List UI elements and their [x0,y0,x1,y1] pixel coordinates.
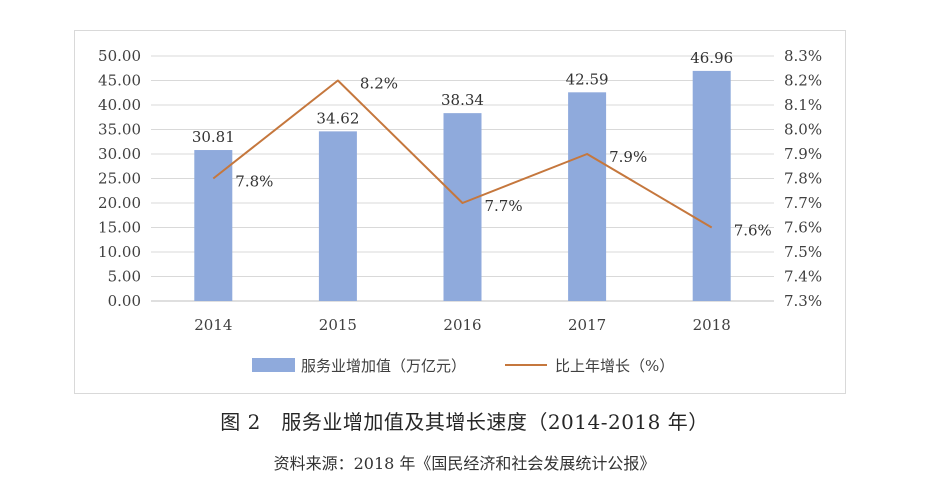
x-tick-label: 2015 [319,316,357,334]
x-tick-label: 2016 [443,316,481,334]
y-left-tick-label: 45.00 [98,72,141,90]
bar-data-label: 46.96 [690,49,733,67]
bar [568,92,607,302]
y-right-tick-label: 8.2% [784,72,822,90]
y-left-tick-label: 5.00 [108,268,141,286]
y-left-tick-label: 10.00 [98,243,141,261]
y-left-tick-label: 0.00 [108,292,141,310]
y-right-tick-label: 7.5% [784,243,822,261]
chart-frame: 0.00 5.00 10.00 15.00 20.00 25.00 30.00 35.00 40… [74,30,846,394]
y-right-tick-label: 7.9% [784,145,822,163]
y-right-tick-label: 7.4% [784,268,822,286]
line-data-label: 7.6% [734,222,772,240]
x-tick-label: 2014 [194,316,232,334]
legend-label-line: 比上年增长（%） [555,357,674,375]
y-right-tick-label: 7.3% [784,292,822,310]
bar-data-label: 42.59 [566,70,609,88]
bar [443,113,482,301]
y-left-tick-label: 50.00 [98,47,141,65]
y-right-tick-label: 8.1% [784,96,822,114]
line-data-label: 7.7% [485,197,523,215]
y-right-tick-label: 8.0% [784,121,822,139]
source-note: 资料来源：2018 年《国民经济和社会发展统计公报》 [273,454,656,473]
line-data-label: 8.2% [360,75,398,93]
y-left-tick-label: 15.00 [98,219,141,237]
legend-swatch-bar [252,358,295,372]
combo-chart: 0.00 5.00 10.00 15.00 20.00 25.00 30.00 35.00 40… [98,47,822,375]
y-right-tick-label: 8.3% [784,47,822,65]
y-right-tick-label: 7.7% [784,194,822,212]
legend-label-bar: 服务业增加值（万亿元） [301,357,466,375]
y-left-tick-label: 20.00 [98,194,141,212]
bar [692,70,731,301]
bar [194,150,233,301]
bar [318,131,357,301]
bar-data-label: 30.81 [192,128,235,146]
bar-data-label: 34.62 [316,109,359,127]
y-left-tick-label: 35.00 [98,121,141,139]
line-data-label: 7.9% [609,148,647,166]
y-left-tick-label: 25.00 [98,170,141,188]
line-data-label: 7.8% [235,173,273,191]
bar-data-label: 38.34 [441,91,484,109]
y-left-tick-label: 30.00 [98,145,141,163]
y-left-tick-label: 40.00 [98,96,141,114]
x-tick-label: 2018 [693,316,731,334]
y-right-tick-label: 7.8% [784,170,822,188]
figure-caption: 图 2 服务业增加值及其增长速度（2014-2018 年） [220,410,709,434]
y-right-tick-label: 7.6% [784,219,822,237]
x-tick-label: 2017 [568,316,606,334]
